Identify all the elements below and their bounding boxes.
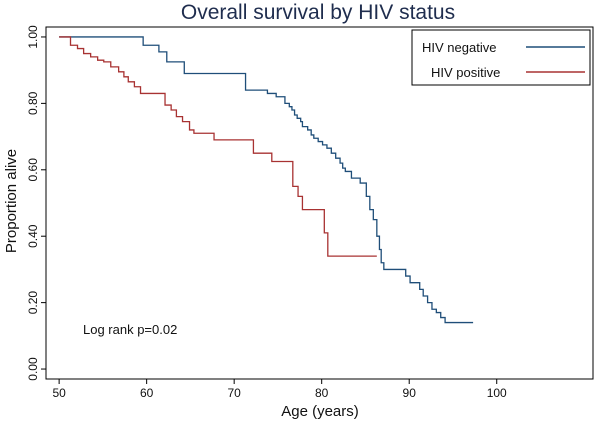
- x-tick-label: 50: [52, 386, 66, 400]
- x-tick-label: 80: [315, 386, 329, 400]
- x-axis-title: Age (years): [281, 403, 359, 420]
- x-tick-label: 90: [403, 386, 417, 400]
- y-tick-label: 0.00: [26, 357, 40, 381]
- y-tick-label: 0.40: [26, 224, 40, 248]
- y-tick-label: 0.20: [26, 291, 40, 315]
- series-line-hiv-positive: [59, 36, 377, 257]
- y-axis: 0.00 0.20 0.40 0.60 0.80 1.00: [26, 25, 46, 381]
- x-tick-label: 70: [227, 386, 241, 400]
- legend-box: [411, 29, 591, 86]
- y-tick-label: 1.00: [26, 25, 40, 49]
- legend-label: HIV negative: [422, 40, 496, 55]
- y-tick-label: 0.80: [26, 91, 40, 115]
- legend: HIV negative HIV positive: [411, 29, 591, 86]
- x-tick-label: 60: [140, 386, 154, 400]
- legend-label: HIV positive: [431, 65, 500, 80]
- x-tick-label: 100: [487, 386, 507, 400]
- series-lines: [59, 36, 474, 324]
- series-line-hiv-negative: [59, 36, 474, 324]
- x-axis: 50 60 70 80 90 100: [52, 379, 507, 400]
- y-tick-label: 0.60: [26, 158, 40, 182]
- y-axis-title: Proportion alive: [3, 149, 20, 253]
- log-rank-annotation: Log rank p=0.02: [83, 322, 177, 337]
- plot-frame: [45, 26, 594, 380]
- chart-title: Overall survival by HIV status: [181, 1, 455, 24]
